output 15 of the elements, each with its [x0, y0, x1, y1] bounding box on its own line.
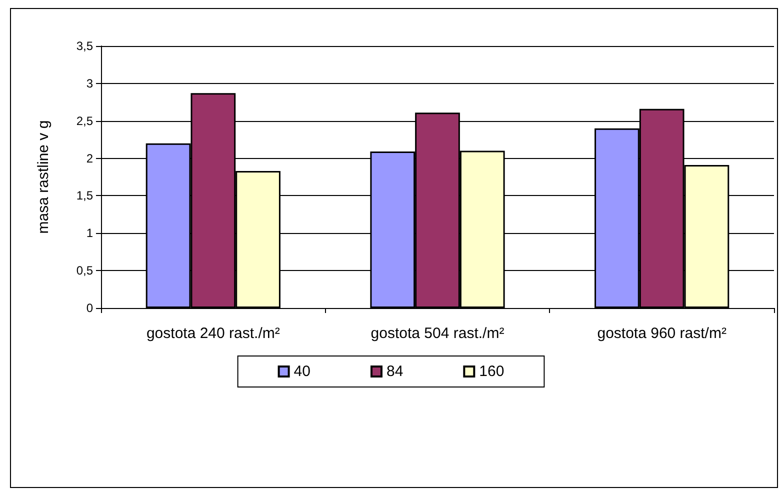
legend-label: 40 [294, 363, 310, 380]
y-axis-title: masa rastline v g [35, 120, 52, 234]
y-tick-label: 1 [86, 226, 94, 240]
x-tick-label: gostota 240 rast./m² [146, 325, 280, 342]
y-tick-label: 3,5 [76, 39, 94, 53]
legend-label: 84 [386, 363, 404, 380]
x-tick-label: gostota 960 rast/m² [597, 325, 726, 342]
y-tick-label: 2 [86, 151, 94, 166]
y-tick-label: 0,5 [76, 264, 94, 278]
x-tick-label: gostota 504 rast./m² [370, 325, 504, 342]
y-tick-label: 0 [86, 301, 94, 315]
legend-label: 160 [479, 363, 504, 380]
y-tick-label: 3 [86, 76, 94, 90]
y-tick-label: 2,5 [76, 114, 94, 128]
y-tick-label: 1,5 [76, 188, 94, 203]
